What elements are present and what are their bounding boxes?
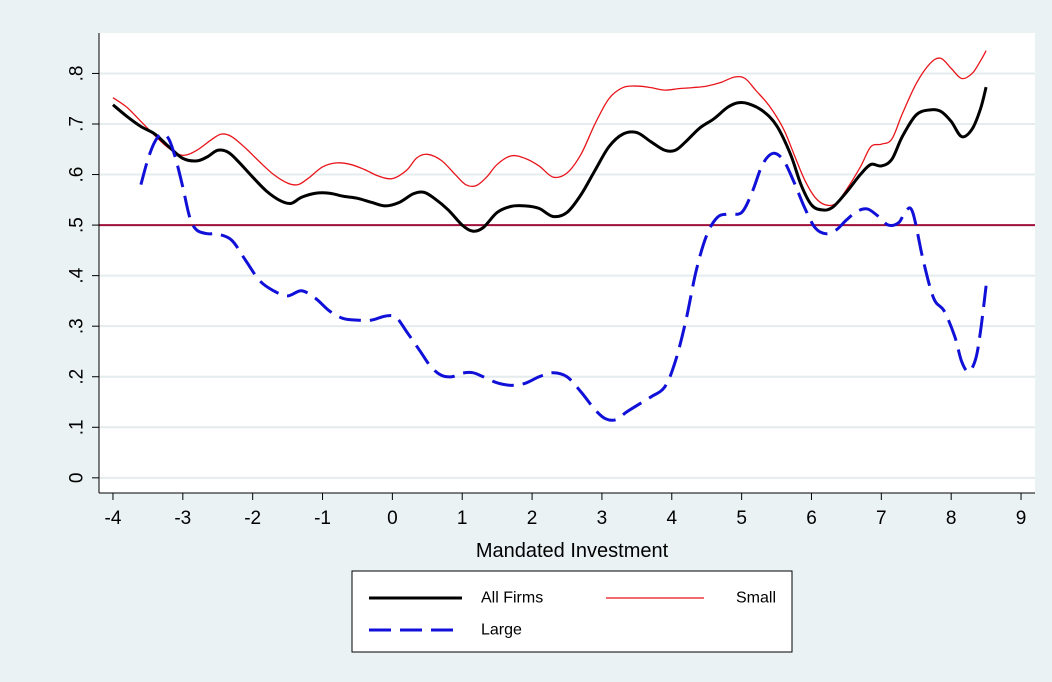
x-tick-label: -3 — [174, 508, 191, 529]
y-tick-label: .4 — [67, 267, 88, 283]
series-line-all-firms — [112, 86, 988, 233]
x-tick-label: 6 — [806, 508, 817, 529]
x-tick-label: 1 — [457, 508, 468, 529]
x-tick-label: 5 — [736, 508, 747, 529]
x-tick-label: -4 — [105, 508, 122, 529]
y-tick-label: .2 — [67, 369, 88, 385]
axes: 0 .1 .2 .3 .4 .5 .6 .7 .8 -4 -3 -2 -1 0 1 2 3 4 5 6 7 8 9 — [67, 33, 1035, 529]
y-tick-label: .8 — [67, 66, 88, 82]
legend-label-all-firms: All Firms — [481, 590, 543, 607]
y-tick-label: .7 — [67, 116, 88, 132]
x-tick-label: 8 — [946, 508, 957, 529]
legend-box — [351, 570, 793, 653]
x-tick-label: 0 — [387, 508, 398, 529]
x-tick-label: 2 — [527, 508, 538, 529]
x-tick-label: 3 — [597, 508, 608, 529]
x-axis-title: Mandated Investment — [476, 540, 669, 562]
x-tick-label: 7 — [876, 508, 887, 529]
legend-label-large: Large — [481, 622, 522, 639]
y-tick-label: .5 — [67, 217, 88, 233]
series-line-large — [139, 132, 988, 422]
x-tick-label: 4 — [666, 508, 677, 529]
series-line-small — [112, 50, 987, 207]
series-lines — [112, 50, 988, 422]
plot-area — [99, 33, 1035, 493]
legend-label-small: Small — [736, 590, 776, 607]
y-tick-label: .1 — [67, 419, 88, 435]
x-tick-label: -2 — [244, 508, 261, 529]
y-tick-label: 0 — [67, 473, 88, 484]
y-tick-label: .6 — [67, 167, 88, 183]
legend: All Firms Small Large — [351, 570, 793, 653]
x-tick-label: -1 — [314, 508, 331, 529]
x-tick-label: 9 — [1016, 508, 1027, 529]
y-tick-label: .3 — [67, 318, 88, 334]
